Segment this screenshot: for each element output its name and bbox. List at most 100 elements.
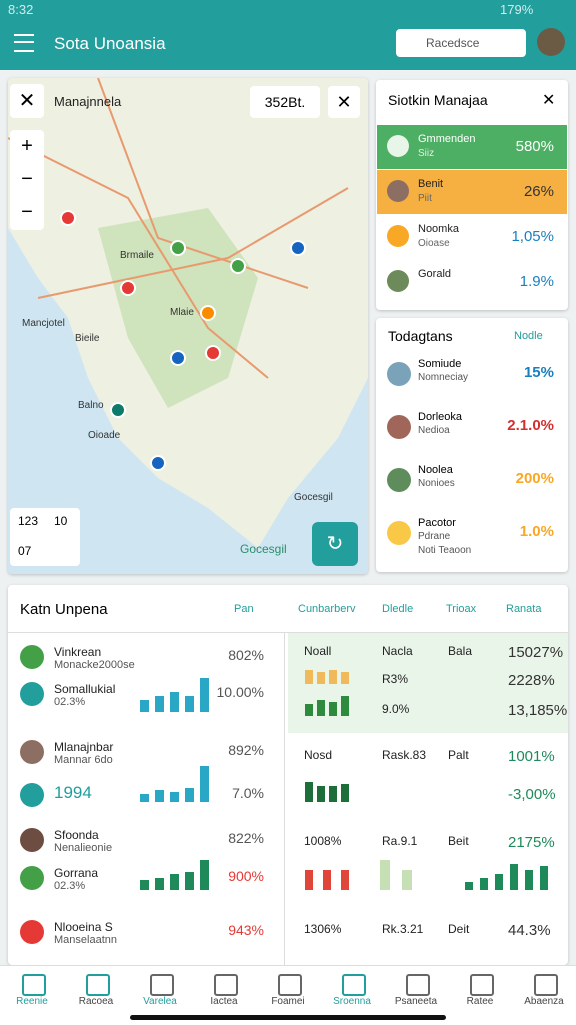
- map-code: 352Bt.: [250, 86, 320, 118]
- table-cell: Palt: [448, 748, 469, 762]
- table-cell: Rask.83: [382, 748, 427, 762]
- item-icon: [20, 645, 44, 669]
- map-pin[interactable]: [170, 350, 186, 366]
- trending-name: Somiude: [418, 358, 462, 370]
- nav-label[interactable]: Ratee: [466, 996, 494, 1007]
- road: [8, 78, 349, 379]
- table-cell: 9.0%: [382, 702, 410, 716]
- summary-value: 1,05%: [511, 228, 554, 245]
- map-label: Mancjotel: [22, 318, 65, 329]
- close-map[interactable]: ✕: [10, 84, 44, 118]
- map-label: Gocesgil: [294, 492, 333, 503]
- table-cell: -3,00%: [508, 786, 556, 803]
- report-tab[interactable]: Pan: [234, 603, 254, 615]
- map-label: Brmaile: [120, 250, 154, 261]
- map-pin[interactable]: [205, 345, 221, 361]
- map-pin[interactable]: [120, 280, 136, 296]
- nav-label[interactable]: Varelea: [143, 996, 177, 1007]
- summary-icon: [387, 180, 409, 202]
- nav-icon[interactable]: [470, 974, 494, 996]
- map-stat: 07: [18, 544, 32, 558]
- report-title: Katn Unpena: [20, 601, 108, 618]
- map-pin[interactable]: [60, 210, 76, 226]
- item-icon: [20, 828, 44, 852]
- nav-label[interactable]: Sroenna: [333, 996, 371, 1007]
- item-value: 943%: [228, 922, 264, 938]
- nav-icon[interactable]: [150, 974, 174, 996]
- trending-avatar: [387, 521, 411, 545]
- table-cell: Bala: [448, 644, 473, 658]
- trending-sub: Nonioes: [418, 478, 455, 489]
- summary-icon: [387, 270, 409, 292]
- item-value: 802%: [228, 647, 264, 663]
- map-pin[interactable]: [200, 305, 216, 321]
- divider: [8, 632, 568, 633]
- table-cell: 44.3%: [508, 922, 551, 939]
- app-title: Sota Unoansia: [54, 34, 166, 53]
- summary-value: 580%: [515, 138, 554, 155]
- locate-button[interactable]: ↻: [312, 522, 358, 566]
- trending-filter[interactable]: Nodle: [514, 330, 543, 342]
- table-cell: R3%: [382, 672, 409, 686]
- map-pin[interactable]: [170, 240, 186, 256]
- nav-icon[interactable]: [22, 974, 46, 996]
- report-tab[interactable]: Cunbarberv: [298, 603, 356, 615]
- nav-label[interactable]: Abaenza: [524, 996, 564, 1007]
- nav-icon[interactable]: [278, 974, 302, 996]
- map-label: Oioade: [88, 430, 121, 441]
- trending-value: 2.1.0%: [507, 417, 554, 434]
- nav-label[interactable]: Reenie: [16, 996, 48, 1007]
- summary-sub: Piit: [418, 193, 432, 204]
- nav-icon[interactable]: [534, 974, 558, 996]
- item-icon: [20, 740, 44, 764]
- nav-label[interactable]: Racoea: [78, 996, 114, 1007]
- report-tab[interactable]: Dledle: [382, 603, 414, 615]
- item-sub: Nenalieonie: [54, 842, 113, 854]
- map-close[interactable]: ✕: [328, 86, 360, 118]
- table-cell: Nacla: [382, 644, 413, 658]
- map-pin[interactable]: [290, 240, 306, 256]
- summary-value: 1.9%: [519, 273, 554, 290]
- summary-icon: [387, 225, 409, 247]
- map-stat: 10: [54, 514, 68, 528]
- trending-avatar: [387, 415, 411, 439]
- map-title: Manajnnela: [54, 94, 122, 109]
- summary-value: 26%: [523, 183, 554, 200]
- item-icon: [20, 783, 44, 807]
- map-credit: Gocesgil: [240, 542, 287, 556]
- table-cell: 1001%: [508, 748, 555, 765]
- summary-icon: [387, 135, 409, 157]
- nav-label[interactable]: Iactea: [210, 996, 238, 1007]
- trending-sub: Pdrane: [418, 531, 451, 542]
- nav-label[interactable]: Psaneeta: [394, 996, 438, 1007]
- map-pin[interactable]: [150, 455, 166, 471]
- map-pin[interactable]: [230, 258, 246, 274]
- nav-icon[interactable]: [342, 974, 366, 996]
- divider: [284, 633, 285, 965]
- search-box[interactable]: [396, 29, 526, 57]
- map-pin[interactable]: [110, 402, 126, 418]
- table-cell: Rk.3.21: [382, 922, 424, 936]
- nav-icon[interactable]: [406, 974, 430, 996]
- map-label: Bieile: [75, 333, 100, 344]
- avatar[interactable]: [537, 28, 565, 56]
- zoom-controls[interactable]: + − −: [10, 130, 44, 230]
- nav-icon[interactable]: [86, 974, 110, 996]
- item-sub: 02.3%: [54, 696, 86, 708]
- nav-icon[interactable]: [214, 974, 238, 996]
- item-value: 10.00%: [216, 684, 264, 700]
- table-cell: 15027%: [508, 644, 564, 661]
- report-tab[interactable]: Ranata: [506, 603, 542, 615]
- summary-close[interactable]: ✕: [542, 92, 556, 109]
- item-icon: [20, 920, 44, 944]
- item-name: Mlanajnbar: [54, 740, 114, 754]
- report-tab[interactable]: Trioax: [446, 603, 477, 615]
- summary-name: Gmmenden: [418, 133, 476, 145]
- trending-note: Noti Teaoon: [418, 545, 472, 556]
- nav-label[interactable]: Foamei: [271, 996, 305, 1007]
- trending-value: 1.0%: [519, 523, 554, 540]
- item-name: Gorrana: [54, 866, 99, 880]
- summary-name: Noomka: [418, 223, 459, 235]
- menu-button[interactable]: [14, 34, 34, 52]
- summary-name: Gorald: [418, 268, 452, 280]
